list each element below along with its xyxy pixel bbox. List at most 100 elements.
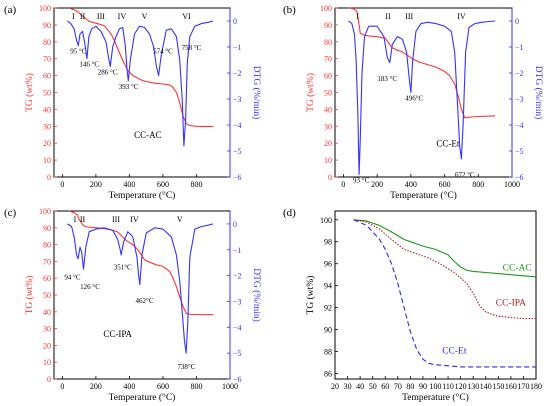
stage-label: V [177, 215, 183, 224]
y2-tick-label: −6 [233, 375, 242, 384]
stage-label: II [80, 215, 86, 224]
x-tick-label: 0 [60, 382, 64, 391]
y-tick-label: 90 [324, 326, 332, 335]
y2-tick-label: −5 [515, 147, 524, 156]
stage-label: III [405, 12, 413, 21]
peak-annotation: 351°C [114, 263, 132, 271]
stage-label: III [112, 215, 120, 224]
y2-axis-label: DTG (%/min) [533, 66, 544, 120]
dtg-curve [67, 20, 214, 147]
chart-panel-3: (c)0 200 400 600 800 100001020304050607080901… [4, 207, 262, 403]
x-axis-label: Temperature (°C) [109, 190, 176, 201]
y-tick-label: 60 [324, 72, 332, 81]
stage-label: II [80, 12, 86, 21]
y-tick-label: 60 [43, 274, 51, 283]
y-tick-label: 90 [43, 224, 51, 233]
y-tick-label: 50 [43, 89, 51, 98]
tg-curve [68, 7, 214, 128]
peak-annotation: 183 °C [377, 75, 397, 83]
x-tick-label: 800 [190, 180, 202, 189]
y-tick-label: 90 [324, 21, 332, 30]
y-tick-label: 70 [43, 55, 51, 64]
x-tick-label: 1000 [222, 382, 238, 391]
y-tick-label: 10 [43, 358, 51, 367]
x-tick-label: 0 [341, 180, 345, 189]
y-tick-label: 40 [324, 105, 332, 114]
x-tick-label: 50 [369, 382, 377, 391]
y2-tick-label: −1 [515, 43, 524, 52]
y2-axis-label: DTG (%/min) [251, 66, 262, 120]
y-tick-label: 60 [43, 72, 51, 81]
panel-letter: (d) [283, 207, 296, 219]
y2-tick-label: −1 [233, 43, 242, 52]
stage-label: IV [130, 215, 139, 224]
x-tick-label: 80 [406, 382, 414, 391]
y2-tick-label: −1 [233, 246, 242, 255]
y2-tick-label: −2 [515, 69, 524, 78]
y2-tick-label: −6 [233, 173, 242, 182]
x-tick-label: 600 [157, 180, 169, 189]
y-tick-label: 20 [324, 139, 332, 148]
y-tick-label: 70 [324, 55, 332, 64]
tg-curve-cc-et [353, 219, 536, 368]
chart-panel-1: (a) 0 200 400 600 800 0 10 20 30 40 50 60 70 80 90 100 Te… [4, 4, 262, 201]
peak-annotation: 393 °C [119, 83, 139, 91]
x-tick-label: 600 [439, 180, 451, 189]
x-tick-label: 120 [455, 382, 467, 391]
x-tick-label: 150 [492, 382, 504, 391]
chart-panel-2: (b)0 200 400 600 800 100001020304050607080901… [283, 4, 544, 201]
tg-curve [68, 210, 214, 316]
y2-axis-label: DTG (%/min) [251, 268, 262, 322]
y-tick-label: 0 [47, 173, 51, 182]
x-tick-label: 200 [90, 382, 102, 391]
y-axis-label: TG (wt%) [24, 276, 35, 315]
x-tick-label: 800 [472, 180, 484, 189]
y-tick-label: 80 [43, 38, 51, 47]
y2-tick-label: 0 [515, 17, 519, 26]
plot-frame [334, 210, 537, 380]
x-tick-label: 40 [356, 382, 364, 391]
y-axis-label: TG (wt%) [305, 276, 316, 315]
y-tick-label: 90 [43, 21, 51, 30]
series-label: CC-Et [442, 347, 467, 357]
y-tick-label: 100 [320, 4, 332, 13]
tg-curve-cc-ac [353, 219, 537, 278]
x-axis-label: Temperature (°C) [402, 392, 469, 403]
y-tick-label: 96 [324, 260, 332, 269]
x-tick-label: 110 [442, 382, 454, 391]
series-label: CC-AC [503, 263, 532, 273]
y-tick-label: 100 [39, 207, 51, 216]
y2-tick-label: −6 [515, 173, 524, 182]
x-tick-label: 170 [517, 382, 529, 391]
x-tick-label: 400 [123, 382, 135, 391]
x-tick-label: 400 [123, 180, 135, 189]
y-tick-label: 20 [43, 139, 51, 148]
sample-label: CC-AC [134, 130, 162, 140]
peak-annotation: 758 °C [182, 44, 202, 52]
peak-annotation: 95 °C [70, 48, 87, 56]
y2-tick-label: −4 [233, 323, 242, 332]
y-tick-label: 40 [43, 308, 51, 317]
stage-label: IV [457, 12, 466, 21]
chart-panel-4: (d)20 30 40 50 60 70 80 90 100 110 120 130 140 150 160… [283, 207, 542, 403]
y-tick-label: 80 [324, 38, 332, 47]
y-tick-label: 0 [328, 173, 332, 182]
stage-label: II [385, 12, 391, 21]
y-tick-label: 20 [43, 341, 51, 350]
x-tick-label: 140 [480, 382, 492, 391]
x-tick-label: 30 [344, 382, 352, 391]
x-tick-label: 1000 [504, 180, 520, 189]
y-tick-label: 30 [43, 122, 51, 131]
y-tick-label: 50 [324, 89, 332, 98]
x-tick-label: 160 [505, 382, 517, 391]
peak-annotation: 94 °C [64, 274, 81, 282]
stage-label: I [74, 215, 77, 224]
y2-tick-label: 0 [233, 220, 237, 229]
y-tick-label: 70 [43, 257, 51, 266]
x-tick-label: 130 [467, 382, 479, 391]
stage-label: III [97, 12, 105, 21]
x-tick-label: 60 [381, 382, 389, 391]
y-axis-label: TG (wt%) [24, 73, 35, 112]
y-tick-label: 88 [324, 348, 332, 357]
peak-annotation: 672 °C [455, 171, 475, 179]
